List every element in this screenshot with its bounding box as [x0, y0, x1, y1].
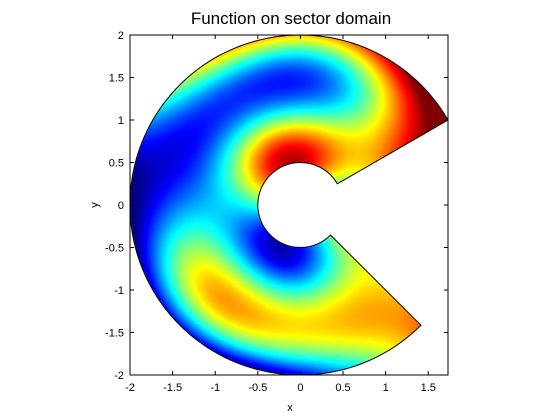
- y-tick-label: 0.5: [109, 158, 124, 170]
- y-tick-label: -1.5: [105, 328, 124, 340]
- x-tick-label: -1: [210, 382, 220, 394]
- heatmap-surface: [130, 35, 448, 375]
- y-tick-label: 1.5: [109, 73, 124, 85]
- domain-boundary: [129, 34, 449, 376]
- y-axis-label: y: [89, 202, 101, 208]
- x-tick-label: -1.5: [163, 382, 182, 394]
- x-axis: -2 -1.5 -1 -0.5 0 0.5 1 1.5: [125, 35, 436, 394]
- chart-title: Function on sector domain: [191, 9, 391, 28]
- plot-area: [129, 34, 449, 376]
- y-tick-label: 0: [118, 200, 124, 212]
- y-axis: -2 -1.5 -1 -0.5 0 0.5 1 1.5 2: [105, 30, 448, 382]
- x-tick-label: 0: [297, 382, 303, 394]
- y-tick-label: 1: [118, 115, 124, 127]
- x-tick-label: -2: [125, 382, 135, 394]
- y-tick-label: 2: [118, 30, 124, 42]
- y-tick-label: -0.5: [105, 243, 124, 255]
- y-tick-label: -1: [114, 285, 124, 297]
- x-axis-label: x: [287, 402, 293, 414]
- x-tick-label: -0.5: [248, 382, 267, 394]
- x-tick-label: 1.5: [421, 382, 436, 394]
- y-tick-label: -2: [114, 370, 124, 382]
- x-tick-label: 1: [383, 382, 389, 394]
- x-tick-label: 0.5: [335, 382, 350, 394]
